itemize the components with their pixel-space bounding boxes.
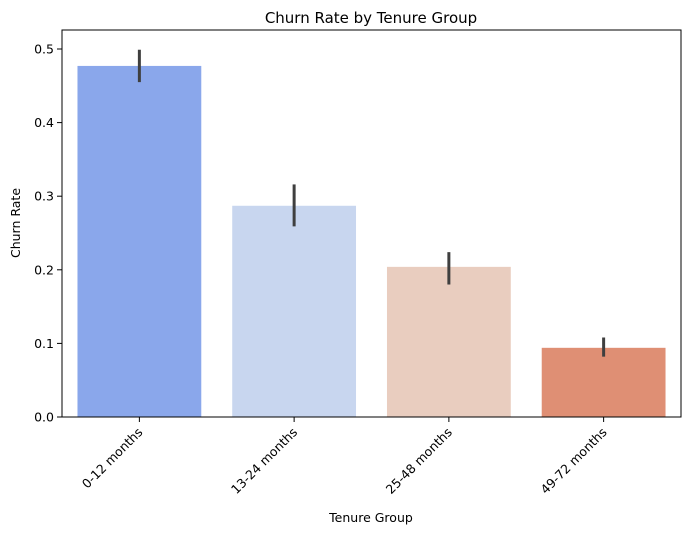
y-tick-label: 0.0 bbox=[34, 410, 54, 425]
bar-25-48-months bbox=[386, 266, 511, 417]
x-axis-label: Tenure Group bbox=[328, 510, 413, 525]
x-tick-label: 25-48 months bbox=[383, 425, 455, 497]
x-tick-label: 49-72 months bbox=[537, 425, 609, 497]
error-bars-group bbox=[137, 49, 606, 357]
bar-13-24-months bbox=[232, 205, 357, 417]
bar-0-12-months bbox=[77, 65, 202, 417]
y-tick-label: 0.2 bbox=[34, 262, 54, 277]
y-tick-label: 0.5 bbox=[34, 42, 54, 57]
y-tick-label: 0.4 bbox=[34, 115, 54, 130]
x-tick-label: 13-24 months bbox=[228, 425, 300, 497]
x-axis: 0-12 months 13-24 months 25-48 months 49-72… bbox=[79, 417, 610, 497]
y-tick-label: 0.1 bbox=[34, 336, 54, 351]
bar-49-72-months bbox=[541, 347, 666, 417]
bars-group bbox=[77, 65, 666, 417]
y-tick-label: 0.3 bbox=[34, 189, 54, 204]
chart-title: Churn Rate by Tenure Group bbox=[265, 9, 477, 27]
y-axis-label: Churn Rate bbox=[8, 188, 23, 258]
plot-frame bbox=[61, 29, 682, 418]
y-axis: 0.0 0.1 0.2 0.3 0.4 0.5 bbox=[34, 42, 62, 425]
x-tick-label: 0-12 months bbox=[79, 425, 146, 492]
